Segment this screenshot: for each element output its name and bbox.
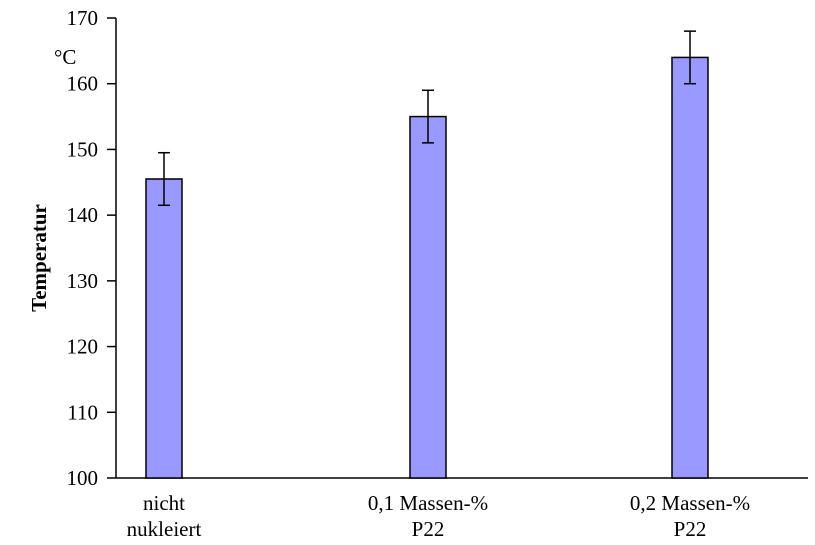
y-tick-label: 150: [67, 137, 99, 161]
y-unit-label: °C: [54, 45, 76, 69]
y-tick-label: 110: [67, 400, 98, 424]
x-tick-label: P22: [674, 517, 707, 541]
y-tick-label: 130: [67, 269, 99, 293]
bar: [145, 178, 183, 479]
x-tick-label: nukleiert: [127, 517, 202, 541]
y-axis-label: Temperatur: [27, 204, 51, 312]
y-tick-label: 170: [67, 6, 99, 30]
y-tick-label: 160: [67, 72, 99, 96]
bar: [409, 115, 447, 479]
x-tick-label: 0,1 Massen-%: [368, 491, 488, 515]
error-bars: [158, 30, 696, 207]
x-tick-label: 0,2 Massen-%: [630, 491, 750, 515]
y-tick-label: 140: [67, 203, 99, 227]
y-ticks: 100 110 120 130 140 150 160 170: [67, 6, 116, 490]
bar: [671, 56, 709, 479]
bars: [145, 56, 709, 479]
y-tick-label: 120: [67, 335, 99, 359]
x-tick-label: nicht: [143, 491, 185, 515]
y-tick-label: 100: [67, 466, 99, 490]
x-tick-label: P22: [412, 517, 445, 541]
